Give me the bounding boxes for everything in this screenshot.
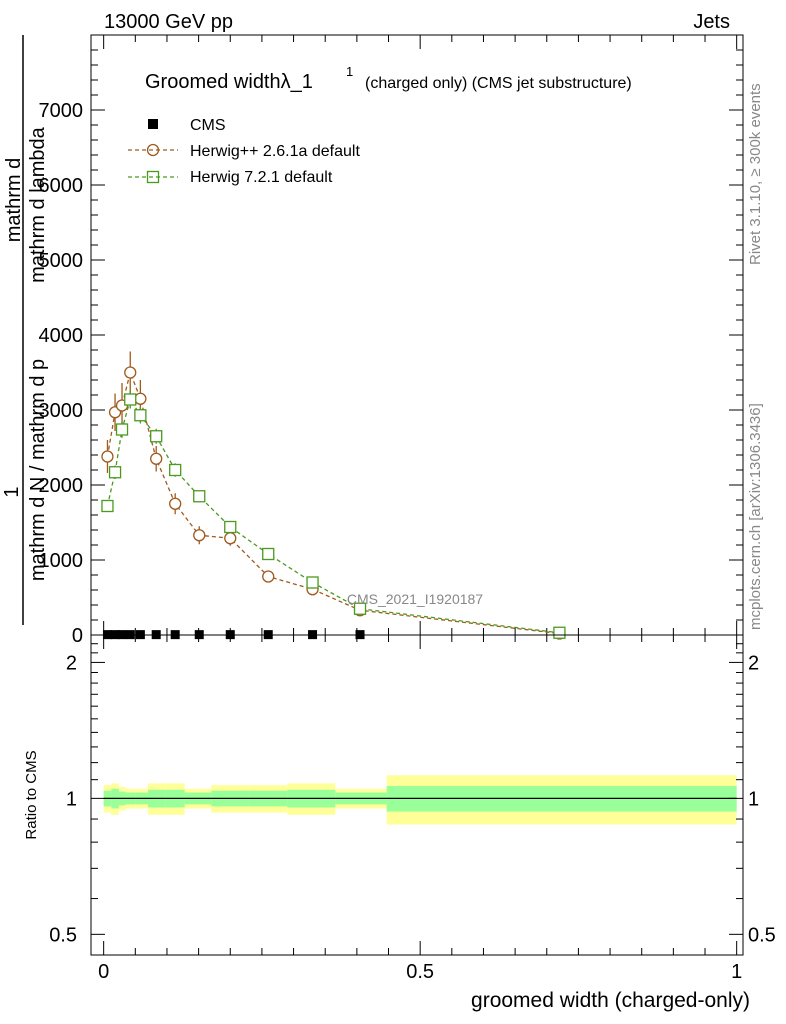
ratio-tick-label-left: 0.5 bbox=[49, 924, 77, 946]
ratio-tick-label-right: 1 bbox=[748, 788, 759, 810]
legend-marker-herwigpp bbox=[146, 143, 160, 157]
data-point-herwig7 bbox=[262, 547, 275, 561]
title-main: Groomed widthλ_1 bbox=[145, 71, 313, 93]
rivet-label: Rivet 3.1.10, ≥ 300k events bbox=[747, 83, 764, 265]
x-axis-label: groomed width (charged-only) bbox=[471, 989, 750, 1012]
x-tick-label: 0.5 bbox=[406, 961, 434, 983]
data-point-herwig7 bbox=[134, 409, 147, 422]
ratio-tick-label-right: 0.5 bbox=[748, 924, 776, 946]
data-point-herwig7 bbox=[306, 576, 319, 589]
x-tick-label: 1 bbox=[731, 961, 742, 983]
data-point-herwigpp bbox=[224, 532, 237, 545]
y-tick-label: 0 bbox=[72, 625, 83, 647]
y-tick-label: 3000 bbox=[39, 400, 84, 422]
x-tick-label: 0 bbox=[98, 961, 109, 983]
ylabel-denom2-rest: mathrm d lambda bbox=[27, 126, 49, 282]
title-suffix: (charged only) (CMS jet substructure) bbox=[365, 75, 632, 92]
data-point-herwig7 bbox=[101, 499, 114, 513]
data-point-herwigpp bbox=[134, 392, 147, 405]
data-point-herwigpp bbox=[193, 529, 206, 542]
plot-title: Groomed widthλ_1 1 (charged only) (CMS j… bbox=[145, 64, 632, 93]
header-left: 13000 GeV pp bbox=[104, 11, 233, 33]
main-series bbox=[101, 351, 566, 640]
legend-label-herwig7: Herwig 7.2.1 default bbox=[190, 169, 333, 186]
watermark: CMS_2021_I1920187 bbox=[347, 591, 483, 607]
data-point-herwigpp bbox=[262, 570, 275, 583]
y-tick-label: 6000 bbox=[39, 175, 84, 197]
ratio-tick-label-left: 2 bbox=[66, 652, 77, 674]
data-point-herwig7 bbox=[150, 430, 163, 443]
y-tick-label: 2000 bbox=[39, 475, 84, 497]
data-point-herwig7 bbox=[193, 490, 206, 503]
ratio-bands bbox=[103, 775, 737, 825]
ylabel-denom: mathrm d N / mathrm d p bbox=[27, 359, 49, 581]
data-point-herwigpp bbox=[124, 366, 137, 379]
ylabel-one: 1 bbox=[1, 486, 23, 497]
y-tick-label: 1000 bbox=[39, 550, 84, 572]
y-tick-label: 4000 bbox=[39, 325, 84, 347]
ylabel-numer2: mathrm d bbox=[3, 158, 25, 242]
data-point-herwig7 bbox=[124, 393, 137, 406]
mcplots-label: mcplots.cern.ch [arXiv:1306.3436] bbox=[747, 403, 764, 630]
legend-label-herwigpp: Herwig++ 2.6.1a default bbox=[190, 143, 360, 160]
data-point-herwig7 bbox=[224, 520, 237, 534]
legend-marker-herwig7 bbox=[146, 170, 160, 184]
y-tick-label: 5000 bbox=[39, 250, 84, 272]
data-point-herwigpp bbox=[169, 497, 182, 510]
data-point-herwig7 bbox=[553, 626, 566, 639]
header-right: Jets bbox=[693, 11, 730, 33]
title-sup: 1 bbox=[346, 64, 353, 79]
ratio-tick-label-left: 1 bbox=[66, 788, 77, 810]
ratio-ylabel: Ratio to CMS bbox=[23, 750, 40, 839]
ratio-tick-label-right: 2 bbox=[748, 652, 759, 674]
main-axes: 0 1000 2000 3000 4000 5000 6000 7000 bbox=[39, 35, 743, 647]
ratio-axes: 0.5 0.5 1 1 2 2 bbox=[49, 643, 776, 946]
ratio-plot-frame bbox=[90, 634, 744, 956]
main-ylabel: 1 mathrm d N / mathrm d p mathrm d mathr… bbox=[1, 35, 49, 625]
data-point-herwig7 bbox=[115, 423, 129, 436]
main-plot-frame bbox=[90, 34, 744, 636]
legend-marker-cms bbox=[148, 119, 158, 129]
y-tick-label: 7000 bbox=[39, 100, 84, 122]
legend-label-cms: CMS bbox=[190, 117, 226, 134]
x-axis: 0 0.5 1 bbox=[98, 635, 742, 983]
legend: CMS Herwig++ 2.6.1a default Herwig 7.2.1… bbox=[128, 117, 360, 186]
data-point-herwig7 bbox=[353, 602, 367, 615]
series-line-2 bbox=[106, 397, 560, 634]
data-point-herwigpp bbox=[150, 452, 163, 465]
data-point-herwig7 bbox=[108, 466, 122, 479]
data-point-herwigpp bbox=[101, 450, 114, 463]
data-point-herwig7 bbox=[169, 463, 182, 477]
